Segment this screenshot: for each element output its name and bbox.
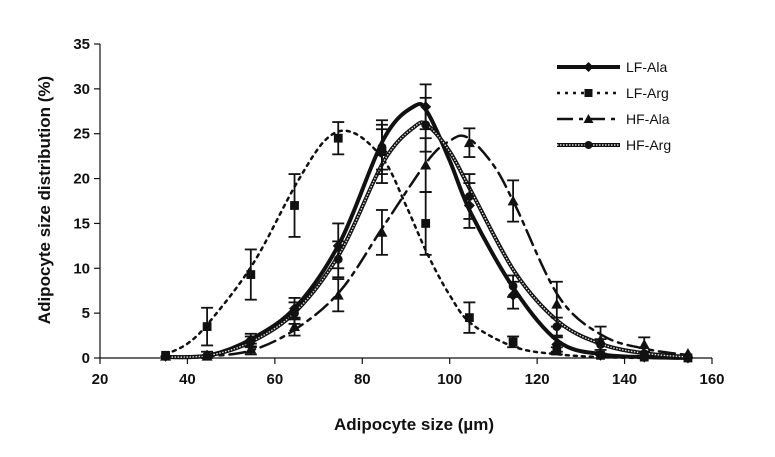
y-tick-label: 30 [73,81,90,98]
lf-arg-point [246,270,256,279]
hf-ala-point [289,321,301,331]
lf-arg-point [464,313,474,323]
lf-ala-curve [163,101,693,360]
hf-ala-point [463,137,475,148]
hf-ala-point [551,298,563,309]
lf-arg-point [596,350,605,360]
lf-ala-point [420,101,432,113]
axes [94,43,713,364]
hf-arg-point [246,337,256,347]
y-axis-title: Adipocyte size distribution (%) [35,76,54,324]
hf-arg-curve [165,121,691,358]
y-tick-label: 25 [73,126,90,143]
x-axis-title: Adipocyte size (µm) [334,415,494,434]
hf-ala-curve [164,134,692,359]
legend-label-hf-ala: HF-Ala [626,111,670,127]
data-markers [160,101,694,364]
hf-arg-curve-outline [165,120,691,360]
hf-arg-point [639,349,649,358]
legend-marker-lf-ala [583,62,594,72]
hf-arg-point [596,340,605,349]
y-tick-label: 15 [73,215,90,232]
hf-arg-point [552,322,562,331]
hf-ala-point [245,343,257,354]
hf-arg-point [290,308,299,318]
hf-ala-point [638,339,650,349]
x-tick-label: 160 [699,371,724,388]
lf-arg-point [333,133,343,143]
lf-ala-point [332,240,344,252]
legend-marker-lf-arg [584,89,593,97]
lf-arg-point [202,322,212,331]
hf-arg-point [333,254,343,264]
lf-arg-point [552,346,562,356]
y-tick-label: 5 [82,305,90,322]
lf-ala-point [507,289,519,301]
lf-arg-point [290,201,299,210]
legend-marker-hf-ala [583,114,594,123]
tick-labels: 0 5 10 15 20 25 30 35 20 40 60 80 100 120 140 160 [73,36,724,388]
lf-arg-curve [164,129,692,360]
legend-label-lf-ala: LF-Ala [626,59,667,75]
x-tick-label: 120 [525,371,550,388]
y-tick-label: 35 [73,36,90,53]
x-tick-label: 20 [92,371,109,388]
x-tick-label: 60 [267,371,284,388]
hf-ala-point [332,289,344,300]
hf-arg-point [202,350,212,360]
hf-arg-point [508,281,518,291]
lf-ala-point [463,199,475,211]
y-tick-label: 0 [82,350,90,367]
x-tick-label: 40 [179,371,196,388]
lf-arg-point [508,337,518,347]
hf-arg-point [464,192,474,201]
lf-arg-point [421,219,431,228]
legend-label-lf-arg: LF-Arg [626,85,669,101]
x-tick-label: 140 [612,371,637,388]
series-curves [163,101,693,360]
hf-ala-point [420,159,432,170]
legend-label-hf-arg: HF-Arg [626,137,671,153]
lf-arg-point [377,147,387,157]
hf-arg-point [683,351,693,361]
hf-ala-point [507,195,519,206]
legend: LF-Ala LF-Arg HF-Ala HF-Arg [557,59,671,153]
hf-ala-point [376,226,388,237]
hf-arg-point [421,120,431,130]
legend-marker-hf-arg [584,141,593,149]
x-tick-label: 80 [354,371,371,388]
y-tick-label: 10 [73,260,90,277]
y-tick-label: 20 [73,171,90,188]
hf-arg-point [161,351,170,361]
hf-arg-point [377,142,387,152]
x-tick-label: 100 [437,371,462,388]
